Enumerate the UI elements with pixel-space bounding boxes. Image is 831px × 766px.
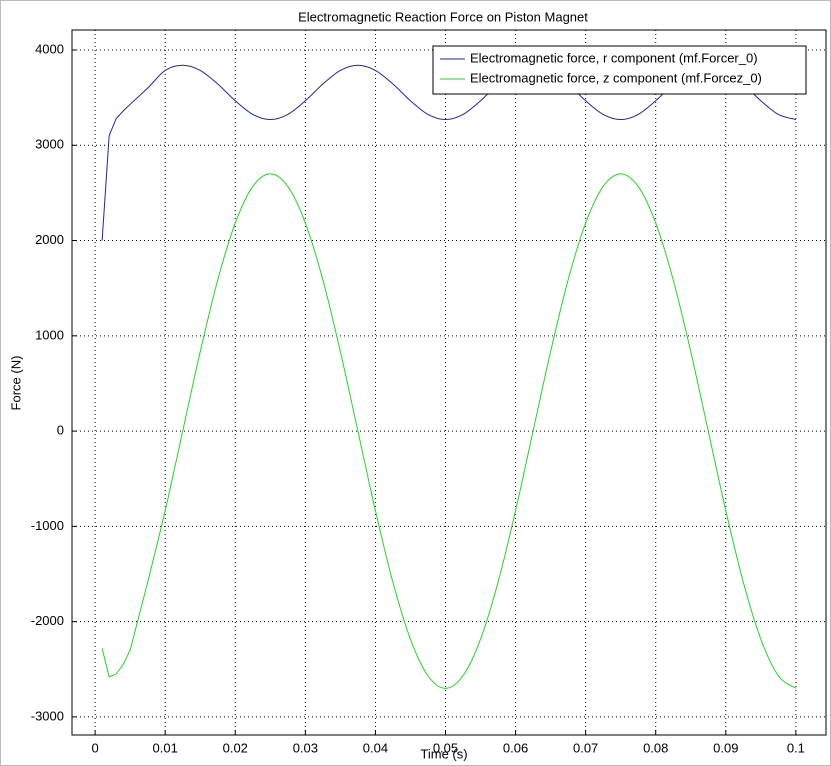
y-tick-label: -2000 (31, 613, 64, 628)
x-tick-label: 0.09 (713, 740, 738, 755)
x-tick-label: 0 (92, 740, 99, 755)
x-tick-label: 0.02 (223, 740, 248, 755)
y-axis-label: Force (N) (8, 356, 23, 411)
legend-label: Electromagnetic force, z component (mf.F… (470, 70, 762, 85)
y-tick-label: 4000 (35, 41, 64, 56)
legend-label: Electromagnetic force, r component (mf.F… (470, 50, 758, 65)
x-tick-label: 0.06 (503, 740, 528, 755)
y-tick-label: 2000 (35, 232, 64, 247)
legend-box (432, 45, 807, 95)
y-tick-label: 3000 (35, 137, 64, 152)
x-tick-label: 0.04 (363, 740, 388, 755)
y-tick-label: 0 (57, 423, 64, 438)
x-tick-label: 0.05 (433, 740, 458, 755)
x-tick-label: 0.08 (643, 740, 668, 755)
x-tick-label: 0.1 (787, 740, 805, 755)
chart-title: Electromagnetic Reaction Force on Piston… (298, 9, 588, 24)
x-axis-label: Time (s) (420, 746, 467, 761)
y-tick-label: -1000 (31, 518, 64, 533)
x-tick-label: 0.03 (293, 740, 318, 755)
plot-area (72, 30, 826, 735)
x-tick-label: 0.01 (153, 740, 178, 755)
y-tick-label: 1000 (35, 327, 64, 342)
plot-frame (71, 29, 827, 736)
x-tick-label: 0.07 (573, 740, 598, 755)
y-tick-label: -3000 (31, 708, 64, 723)
series-line (101, 173, 797, 689)
